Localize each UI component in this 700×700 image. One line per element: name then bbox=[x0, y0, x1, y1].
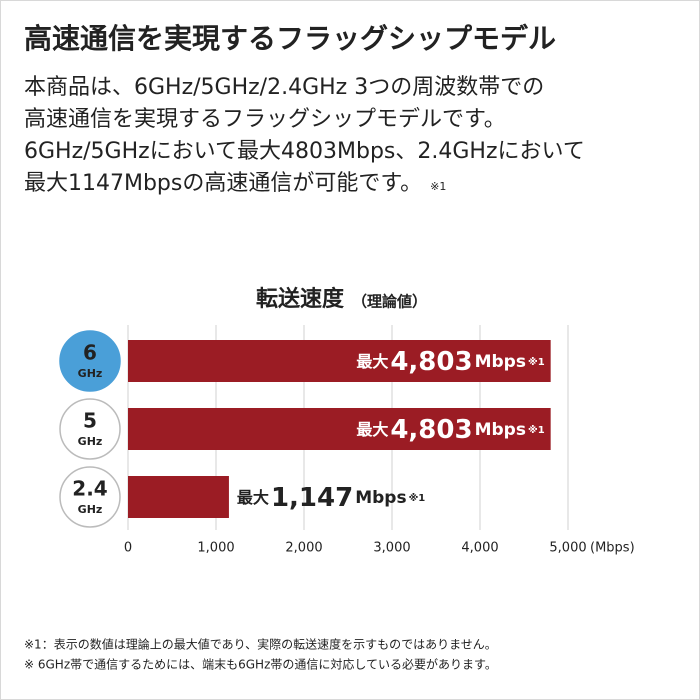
value-number: 1,147 bbox=[271, 483, 353, 513]
description-note: ※1 bbox=[430, 180, 446, 193]
band-badge bbox=[59, 398, 121, 460]
value-label: 最大4,803 Mbps ※1 bbox=[356, 347, 544, 377]
value-prefix: 最大 bbox=[356, 352, 388, 371]
value-prefix: 最大 bbox=[356, 420, 388, 439]
x-tick-label: 4,000 bbox=[461, 541, 498, 556]
value-label: 最大1,147 Mbps ※1 bbox=[237, 483, 425, 513]
page-title: 高速通信を実現するフラッグシップモデル bbox=[24, 22, 556, 55]
description-line: 本商品は、6GHz/5GHz/2.4GHz 3つの周波数帯での bbox=[24, 75, 544, 100]
value-prefix: 最大 bbox=[237, 488, 269, 507]
x-axis-label: (Mbps) bbox=[590, 541, 635, 556]
band-unit: GHz bbox=[78, 367, 103, 380]
x-tick-label: 2,000 bbox=[285, 541, 322, 556]
value-number: 4,803 bbox=[390, 415, 472, 445]
footnote: ※1：表示の数値は理論上の最大値であり、実際の転送速度を示すものではありません。 bbox=[24, 637, 497, 652]
value-unit: Mbps bbox=[475, 420, 526, 440]
bar bbox=[128, 340, 551, 382]
value-unit: Mbps bbox=[355, 488, 406, 508]
chart-title: 転送速度 bbox=[256, 286, 345, 312]
bar bbox=[128, 476, 229, 518]
value-number: 4,803 bbox=[390, 347, 472, 377]
x-tick-label: 3,000 bbox=[373, 541, 410, 556]
value-note: ※1 bbox=[528, 424, 545, 436]
x-tick-label: 5,000 bbox=[549, 541, 586, 556]
value-note: ※1 bbox=[409, 492, 426, 504]
band-unit: GHz bbox=[78, 503, 103, 516]
description-line: 高速通信を実現するフラッグシップモデルです。 bbox=[24, 107, 506, 132]
description-line: 6GHz/5GHzにおいて最大4803Mbps、2.4GHzにおいて bbox=[24, 139, 585, 164]
value-unit: Mbps bbox=[475, 352, 526, 372]
bar bbox=[128, 408, 551, 450]
band-badge bbox=[59, 466, 121, 528]
value-label: 最大4,803 Mbps ※1 bbox=[356, 415, 544, 445]
band-unit: GHz bbox=[78, 435, 103, 448]
description-line: 最大1147Mbpsの高速通信が可能です。 bbox=[24, 171, 422, 196]
footnote: ※ 6GHz帯で通信するためには、端末も6GHz帯の通信に対応している必要があり… bbox=[24, 657, 497, 672]
band-label: 6 bbox=[83, 341, 97, 365]
value-note: ※1 bbox=[528, 356, 545, 368]
band-label: 2.4 bbox=[72, 477, 107, 501]
chart-subtitle: （理論値） bbox=[352, 293, 427, 311]
x-tick-label: 1,000 bbox=[197, 541, 234, 556]
band-label: 5 bbox=[83, 409, 97, 433]
band-badge bbox=[59, 330, 121, 392]
x-tick-label: 0 bbox=[124, 541, 132, 556]
